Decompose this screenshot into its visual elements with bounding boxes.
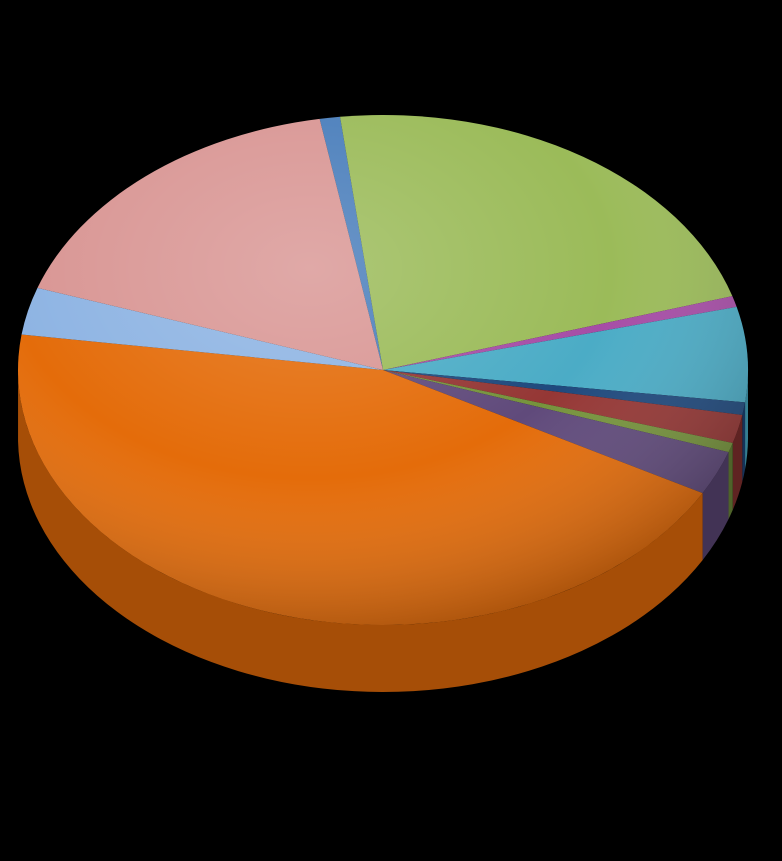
pie-chart-svg [0, 0, 782, 861]
slice-navy-thin-side [742, 402, 745, 482]
pie-chart-3d [0, 0, 782, 861]
slice-olive-thin-side [729, 443, 733, 519]
